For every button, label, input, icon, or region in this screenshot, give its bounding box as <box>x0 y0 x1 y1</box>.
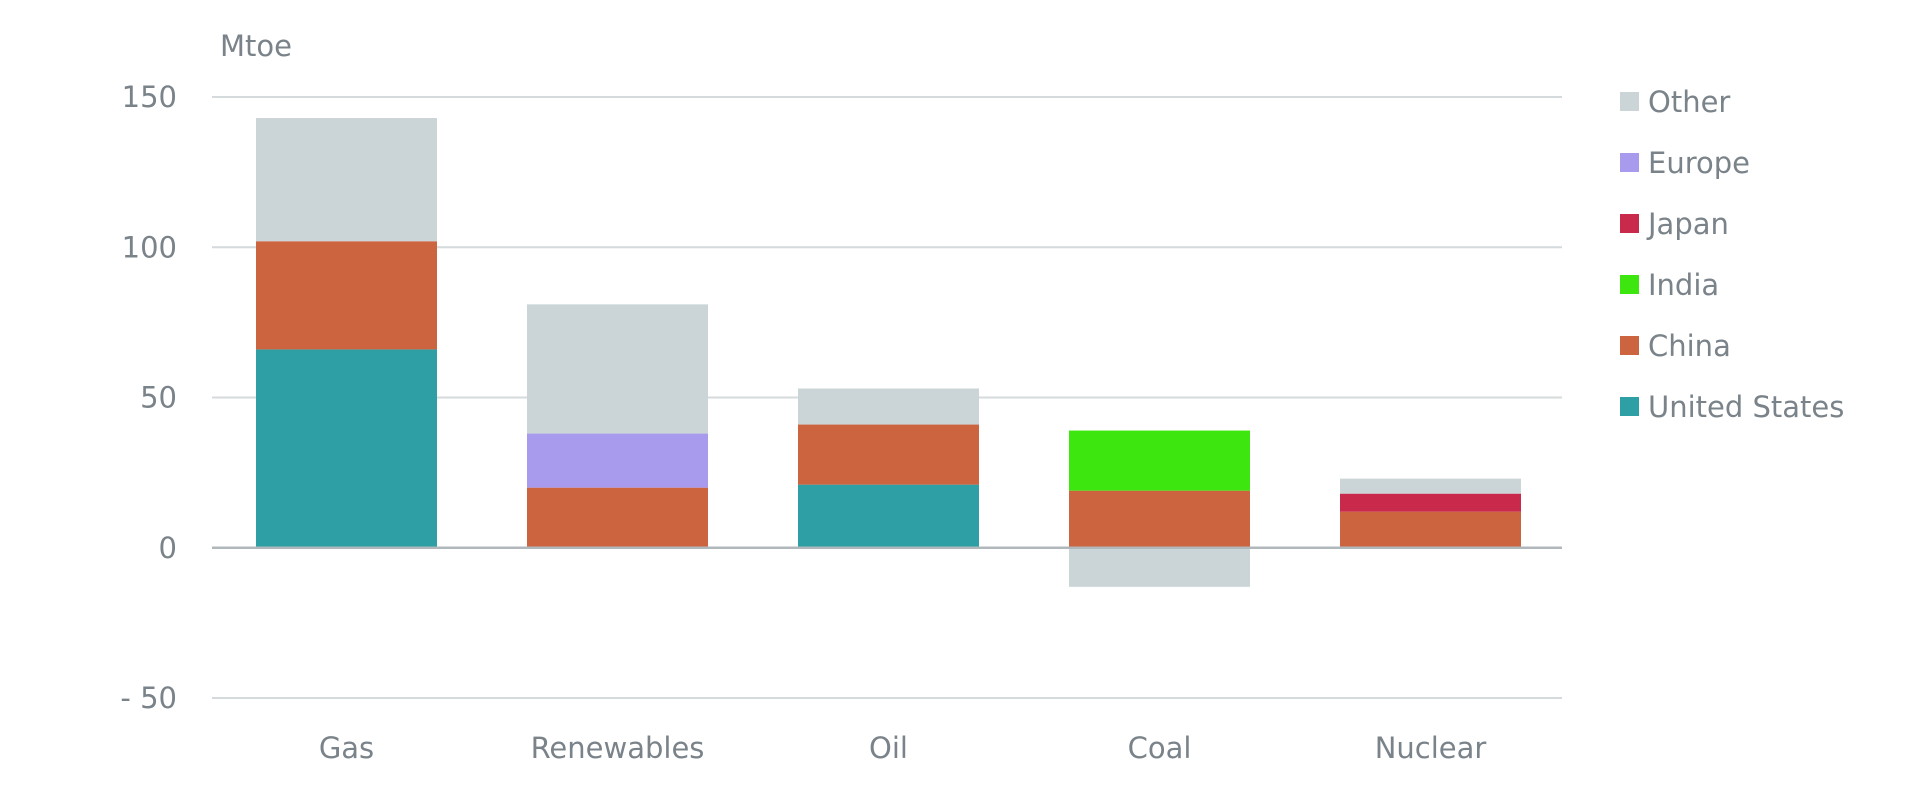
x-category-label: Oil <box>869 731 908 765</box>
x-category-label: Coal <box>1128 731 1192 765</box>
bar-oil-other <box>798 388 979 425</box>
legend-label: Other <box>1648 85 1730 119</box>
bar-oil-united-states <box>798 484 979 548</box>
bar-gas-united-states <box>256 349 437 548</box>
legend-swatch <box>1620 214 1639 233</box>
legend-label: India <box>1648 268 1719 302</box>
bar-renewables-china <box>527 487 708 548</box>
bar-nuclear-japan <box>1340 493 1521 512</box>
legend-label: United States <box>1648 390 1844 424</box>
bar-coal-china <box>1069 490 1250 548</box>
y-tick-label: - 50 <box>120 681 177 715</box>
legend-label: Europe <box>1648 146 1750 180</box>
y-tick-label: 0 <box>159 531 177 565</box>
y-axis-unit-label: Mtoe <box>220 29 292 63</box>
bar-renewables-europe <box>527 433 708 488</box>
x-category-label: Renewables <box>531 731 705 765</box>
y-tick-label: 100 <box>122 230 177 264</box>
bar-oil-china <box>798 424 979 485</box>
bar-coal-other <box>1069 547 1250 587</box>
legend-label: China <box>1648 329 1731 363</box>
bar-nuclear-china <box>1340 511 1521 548</box>
bar-nuclear-other <box>1340 478 1521 494</box>
bars <box>256 118 1521 587</box>
bar-renewables-other <box>527 304 708 434</box>
legend-label: Japan <box>1646 207 1729 241</box>
axis: 150 100 50 0 - 50 Gas Renewables Oil Coal Nuclear <box>120 80 1562 765</box>
legend-swatch <box>1620 397 1639 416</box>
legend-swatch <box>1620 92 1639 111</box>
bar-gas-china <box>256 241 437 350</box>
y-tick-label: 50 <box>140 381 177 415</box>
bar-coal-india <box>1069 430 1250 491</box>
legend: Other Europe Japan India China United States <box>1620 85 1844 424</box>
legend-swatch <box>1620 275 1639 294</box>
x-category-label: Gas <box>319 731 374 765</box>
y-tick-label: 150 <box>122 80 177 114</box>
legend-swatch <box>1620 153 1639 172</box>
bar-gas-other <box>256 118 437 242</box>
x-category-label: Nuclear <box>1375 731 1487 765</box>
legend-swatch <box>1620 336 1639 355</box>
